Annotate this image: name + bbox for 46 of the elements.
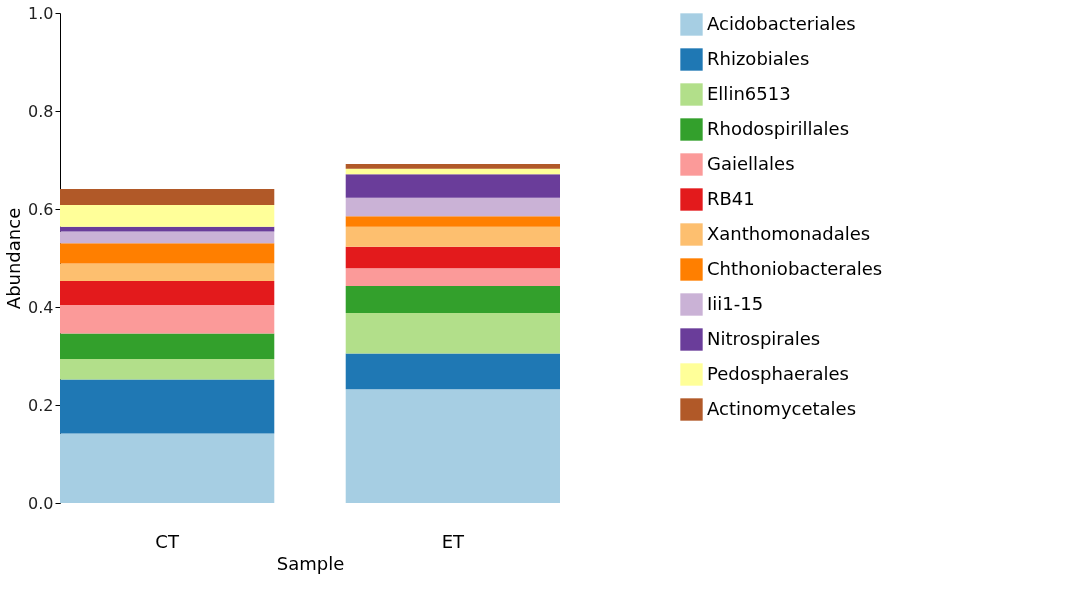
x-axis-title: Sample xyxy=(276,552,345,574)
bar xyxy=(345,174,560,198)
bar xyxy=(60,281,275,306)
y-tick-label: 0.8 xyxy=(28,101,54,121)
legend-label: Rhodospirillales xyxy=(707,117,850,139)
bar xyxy=(60,433,275,503)
bar xyxy=(345,268,560,286)
bar xyxy=(60,231,275,244)
legend-label: Chthoniobacterales xyxy=(707,257,883,279)
bar xyxy=(60,333,275,359)
legend-label: Iii1-15 xyxy=(707,292,764,314)
bar xyxy=(60,205,275,227)
y-tick-label: 0.2 xyxy=(28,395,54,415)
bar xyxy=(345,163,560,169)
x-tick-label: CT xyxy=(155,530,180,552)
x-tick-label: ET xyxy=(441,530,466,552)
bar xyxy=(345,197,560,217)
bar xyxy=(60,379,275,434)
y-tick-label: 1.0 xyxy=(28,3,54,23)
legend-label: Xanthomonadales xyxy=(707,222,871,244)
bar xyxy=(345,285,560,313)
legend-label: Nitrospirales xyxy=(707,327,821,349)
bar xyxy=(345,216,560,227)
bar xyxy=(345,226,560,247)
bar xyxy=(60,243,275,264)
y-tick-label: 0.0 xyxy=(28,493,54,513)
bar xyxy=(345,312,560,354)
bar xyxy=(60,358,275,380)
bar xyxy=(60,188,275,206)
y-tick-label: 0.4 xyxy=(28,297,54,317)
legend-label: Ellin6513 xyxy=(707,82,791,104)
y-tick-label: 0.6 xyxy=(28,199,54,219)
legend-label: Pedosphaerales xyxy=(707,362,849,384)
bar xyxy=(60,305,275,334)
legend-label: Rhizobiales xyxy=(707,47,810,69)
bar xyxy=(345,246,560,269)
legend-label: Gaiellales xyxy=(707,152,795,174)
bar xyxy=(345,389,560,503)
bar xyxy=(60,263,275,282)
bar xyxy=(60,226,275,232)
y-axis-title: Abundance xyxy=(3,207,25,310)
legend-label: Actinomycetales xyxy=(707,397,857,419)
bar xyxy=(345,168,560,175)
legend-label: Acidobacteriales xyxy=(707,12,856,34)
bar xyxy=(345,353,560,390)
legend-label: RB41 xyxy=(707,187,755,209)
